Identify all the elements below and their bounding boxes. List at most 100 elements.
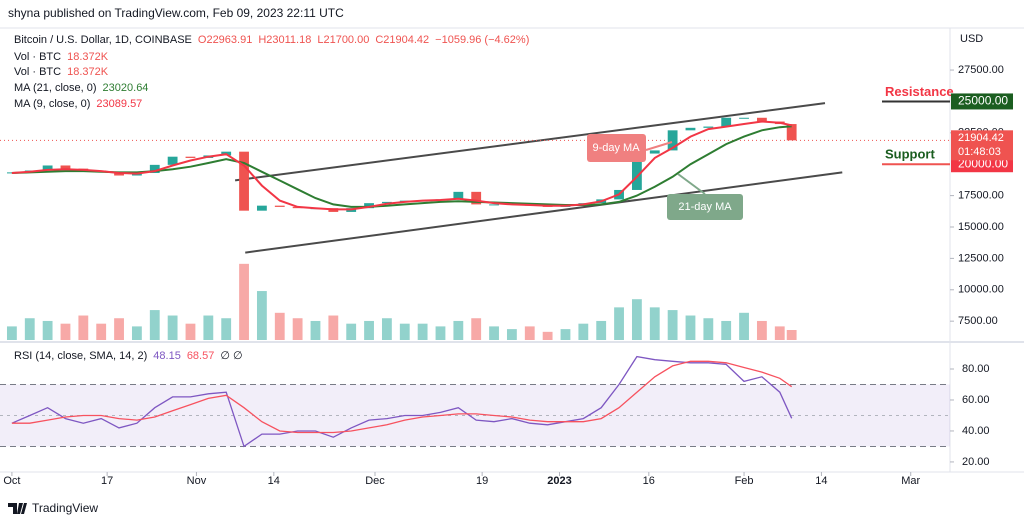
candle-body: [167, 156, 178, 165]
volume-bar: [435, 326, 446, 340]
volume-bar: [292, 318, 303, 340]
legend-name: Vol · BTC: [14, 51, 61, 63]
y-tick-label: 10000.00: [958, 284, 1004, 296]
volume-bar: [489, 326, 499, 340]
volume-bar: [185, 323, 196, 340]
ohlc-readout: C21904.42: [375, 34, 429, 46]
rsi-line: [11, 360, 793, 434]
rsi-legend: 68.57: [187, 350, 215, 362]
ohlc-readout: H23011.18: [258, 34, 311, 46]
volume-bar: [256, 291, 267, 340]
candle-body: [364, 203, 374, 209]
candle-body: [756, 117, 767, 122]
trend-line: [234, 102, 826, 182]
level-box: [951, 93, 1013, 110]
volume-bar: [721, 320, 732, 340]
candle-body: [739, 117, 749, 119]
legend-title: Bitcoin / U.S. Dollar, 1D, COINBASE: [14, 34, 192, 46]
volume-bar: [685, 315, 696, 340]
volume-bar: [24, 318, 35, 340]
x-tick-label: Oct: [3, 475, 20, 487]
volume-bar: [96, 323, 107, 340]
candle-body: [703, 126, 714, 128]
candle-body: [489, 204, 499, 206]
ohlc-readout: O22963.91: [198, 34, 252, 46]
candle-body: [667, 130, 678, 151]
x-tick-label: Mar: [901, 475, 920, 487]
y-tick-label: 7500.00: [958, 315, 998, 327]
y-tick-label: 60.00: [962, 394, 990, 406]
candle-body: [42, 165, 53, 171]
volume-bar: [703, 318, 714, 340]
volume-bar: [560, 329, 571, 340]
volume-bar: [596, 320, 607, 340]
callout-pointer: [645, 141, 673, 151]
rsi-legend: 48.15: [153, 350, 181, 362]
volume-bar: [310, 320, 321, 340]
y-tick-label: 40.00: [962, 425, 990, 437]
volume-bar: [649, 307, 660, 340]
volume-bar: [542, 331, 553, 340]
volume-bar: [131, 326, 142, 340]
x-tick-label: 19: [476, 475, 488, 487]
candle-body: [685, 127, 696, 131]
level-text: Resistance: [885, 84, 954, 99]
legend-value: 18.372K: [67, 66, 109, 78]
candle-body: [786, 124, 797, 141]
candle-body: [185, 156, 196, 158]
volume-bar: [221, 318, 232, 340]
volume-bar: [471, 318, 482, 340]
volume-bar: [756, 320, 767, 340]
candle-body: [649, 150, 660, 154]
candle-body: [239, 151, 249, 211]
legend-value: 23089.57: [96, 98, 142, 110]
y-tick-label: 15000.00: [958, 221, 1004, 233]
volume-bar: [42, 320, 53, 340]
x-tick-label: 16: [643, 475, 655, 487]
countdown-label: 01:48:03: [958, 146, 1001, 158]
callout-pointer: [677, 173, 706, 195]
x-tick-label: 17: [101, 475, 113, 487]
volume-bar: [60, 323, 71, 340]
volume-bar: [381, 318, 392, 340]
candle-body: [471, 191, 482, 205]
volume-bar: [739, 312, 749, 340]
candle-body: [274, 205, 285, 207]
y-tick-label: 20.00: [962, 456, 990, 468]
x-tick-label: Nov: [187, 475, 207, 487]
volume-bar: [239, 263, 249, 340]
y-tick-label: 17500.00: [958, 190, 1004, 202]
volume-bar: [364, 320, 374, 340]
candle-body: [721, 117, 732, 127]
volume-bar: [6, 326, 17, 340]
volume-bar: [453, 320, 464, 340]
level-text: Support: [885, 147, 935, 162]
candle-body: [60, 165, 71, 169]
ma21-callout: 21-day MA: [667, 173, 743, 220]
y-tick-label: 80.00: [962, 363, 990, 375]
legend-name: Vol · BTC: [14, 66, 61, 78]
ohlc-readout: L21700.00: [317, 34, 369, 46]
y-tick-label: 27500.00: [958, 64, 1004, 76]
volume-bar: [417, 323, 428, 340]
footer-brand: TradingView: [32, 501, 98, 515]
x-tick-label: Feb: [735, 475, 754, 487]
x-tick-label: 2023: [547, 475, 571, 487]
legend-name: MA (21, close, 0): [14, 82, 97, 94]
trend-line: [245, 171, 843, 254]
volume-bar: [328, 315, 339, 340]
volume-bar: [774, 326, 785, 340]
x-tick-label: 14: [268, 475, 280, 487]
volume-bar: [167, 315, 178, 340]
callout-box: [667, 194, 743, 220]
volume-bar: [78, 315, 89, 340]
legend-value: 23020.64: [103, 82, 149, 94]
level-label: 25000.00: [958, 94, 1008, 108]
candle-body: [149, 164, 160, 174]
callout-text: 9-day MA: [592, 142, 640, 154]
rsi-line: [11, 355, 793, 448]
rsi-legend: ∅ ∅: [220, 350, 242, 362]
